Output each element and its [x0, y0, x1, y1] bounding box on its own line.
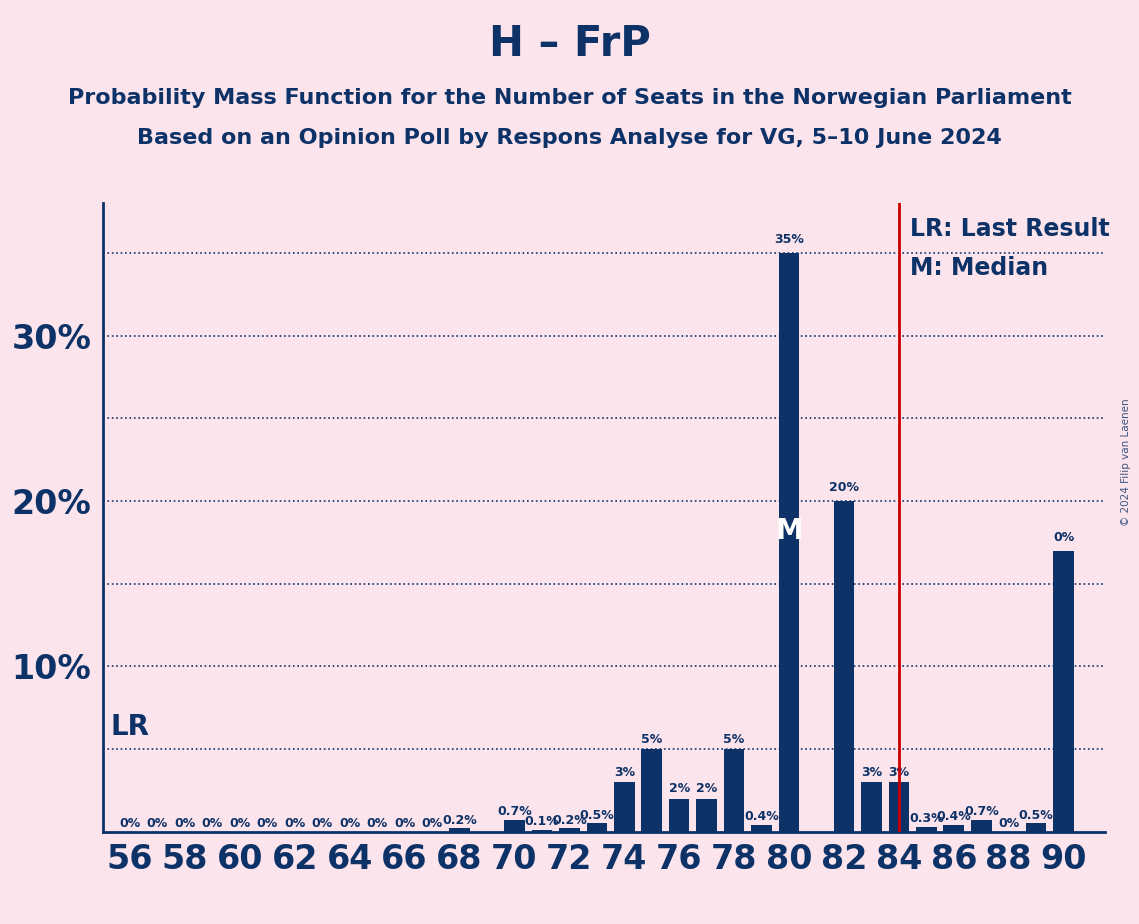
Bar: [641, 749, 662, 832]
Text: 0.4%: 0.4%: [744, 810, 779, 823]
Text: 2%: 2%: [696, 783, 718, 796]
Text: 0%: 0%: [147, 817, 169, 830]
Text: 5%: 5%: [641, 733, 663, 746]
Bar: [559, 828, 580, 832]
Text: 0.4%: 0.4%: [936, 810, 972, 823]
Text: 0%: 0%: [256, 817, 278, 830]
Text: 5%: 5%: [723, 733, 745, 746]
Bar: [888, 782, 909, 832]
Text: 0%: 0%: [174, 817, 196, 830]
Bar: [943, 825, 964, 832]
Bar: [505, 820, 525, 832]
Text: 0%: 0%: [202, 817, 223, 830]
Bar: [1054, 551, 1074, 832]
Text: LR: Last Result: LR: Last Result: [910, 216, 1109, 240]
Text: 3%: 3%: [614, 766, 634, 779]
Text: 0%: 0%: [339, 817, 360, 830]
Text: 3%: 3%: [861, 766, 882, 779]
Text: H – FrP: H – FrP: [489, 23, 650, 65]
Text: 0.7%: 0.7%: [497, 806, 532, 819]
Text: 2%: 2%: [669, 783, 690, 796]
Text: 0.2%: 0.2%: [552, 814, 587, 827]
Text: 0.3%: 0.3%: [909, 812, 943, 825]
Text: 0%: 0%: [394, 817, 416, 830]
Text: 0%: 0%: [284, 817, 305, 830]
Bar: [1026, 823, 1047, 832]
Text: M: M: [776, 517, 803, 544]
Bar: [779, 253, 800, 832]
Text: © 2024 Filip van Laenen: © 2024 Filip van Laenen: [1121, 398, 1131, 526]
Text: 3%: 3%: [888, 766, 909, 779]
Bar: [669, 798, 689, 832]
Text: LR: LR: [110, 712, 149, 741]
Text: 0%: 0%: [120, 817, 140, 830]
Bar: [970, 820, 992, 832]
Text: 0%: 0%: [1054, 531, 1074, 544]
Bar: [723, 749, 745, 832]
Text: Based on an Opinion Poll by Respons Analyse for VG, 5–10 June 2024: Based on an Opinion Poll by Respons Anal…: [137, 128, 1002, 148]
Bar: [614, 782, 634, 832]
Bar: [532, 830, 552, 832]
Bar: [696, 798, 716, 832]
Bar: [834, 501, 854, 832]
Text: 0.5%: 0.5%: [1018, 808, 1054, 821]
Bar: [587, 823, 607, 832]
Text: M: Median: M: Median: [910, 256, 1048, 280]
Text: 20%: 20%: [829, 481, 859, 494]
Bar: [861, 782, 882, 832]
Text: 0.5%: 0.5%: [580, 808, 614, 821]
Text: 0.1%: 0.1%: [524, 815, 559, 828]
Text: 0.2%: 0.2%: [442, 814, 477, 827]
Bar: [752, 825, 772, 832]
Text: Probability Mass Function for the Number of Seats in the Norwegian Parliament: Probability Mass Function for the Number…: [67, 88, 1072, 108]
Text: 0%: 0%: [367, 817, 387, 830]
Text: 0.7%: 0.7%: [964, 806, 999, 819]
Bar: [916, 827, 936, 832]
Text: 0%: 0%: [421, 817, 443, 830]
Text: 35%: 35%: [775, 233, 804, 247]
Text: 0%: 0%: [998, 817, 1019, 830]
Text: 0%: 0%: [312, 817, 333, 830]
Bar: [449, 828, 469, 832]
Text: 0%: 0%: [229, 817, 251, 830]
